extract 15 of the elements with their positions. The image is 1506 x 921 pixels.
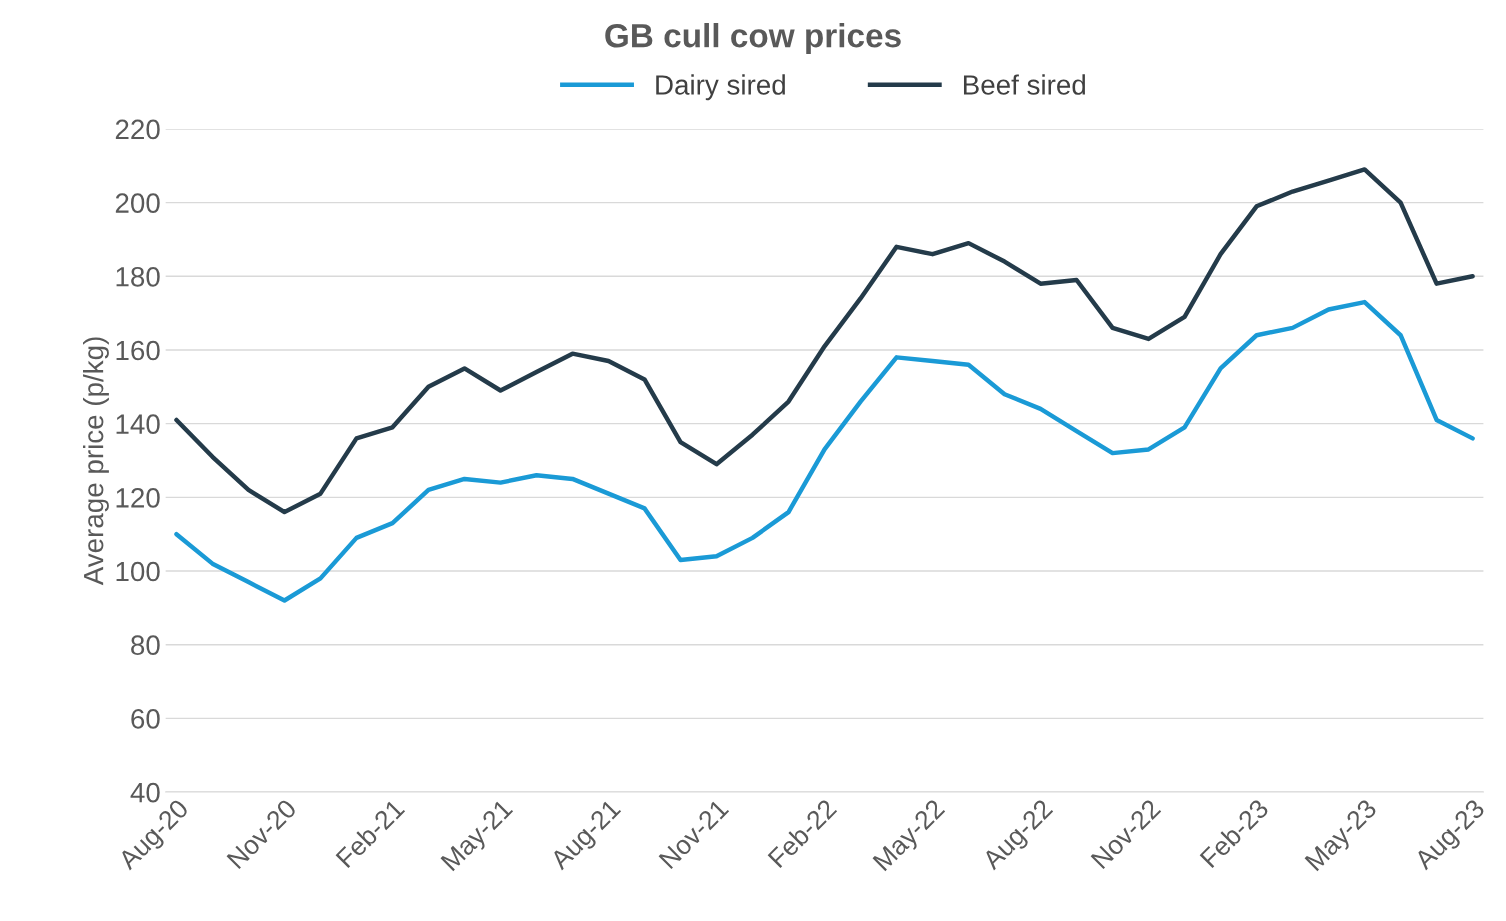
legend-label: Dairy sired xyxy=(656,74,785,101)
legend-label: Beef sired xyxy=(963,74,1085,95)
y-tick-label: 140 xyxy=(116,414,160,434)
y-axis-title: Average price (p/kg) xyxy=(83,337,109,586)
chart-title: GB cull cow prices xyxy=(605,23,901,55)
y-tick-label: 160 xyxy=(116,340,160,361)
y-tick-label: 120 xyxy=(116,488,160,508)
line-series xyxy=(174,299,1475,603)
y-tick-label: 100 xyxy=(116,561,160,582)
line-series xyxy=(174,167,1475,515)
y-tick-label: 80 xyxy=(131,635,160,656)
y-tick-label: 180 xyxy=(116,266,160,287)
y-tick-label: 200 xyxy=(115,193,160,213)
y-tick-label: 60 xyxy=(131,709,160,729)
y-tick-label: 220 xyxy=(115,119,160,140)
